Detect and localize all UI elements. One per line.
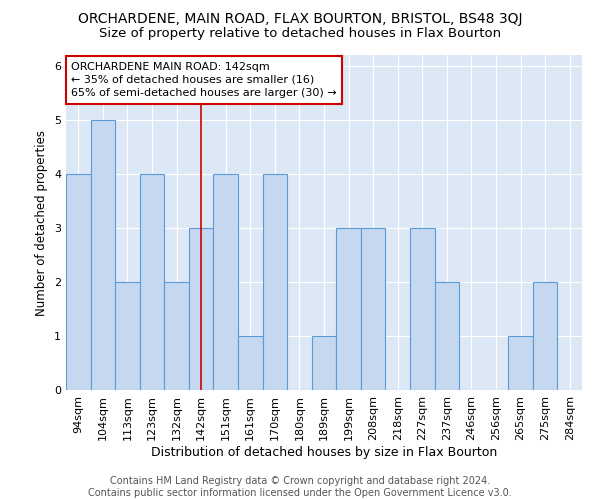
Y-axis label: Number of detached properties: Number of detached properties [35, 130, 49, 316]
Bar [214, 174, 238, 390]
Bar [434, 282, 459, 390]
Bar [115, 282, 140, 390]
Bar [336, 228, 361, 390]
Bar [263, 174, 287, 390]
Bar [410, 228, 434, 390]
X-axis label: Distribution of detached houses by size in Flax Bourton: Distribution of detached houses by size … [151, 446, 497, 458]
Text: Size of property relative to detached houses in Flax Bourton: Size of property relative to detached ho… [99, 28, 501, 40]
Bar [66, 174, 91, 390]
Bar [91, 120, 115, 390]
Bar [164, 282, 189, 390]
Bar [140, 174, 164, 390]
Bar [238, 336, 263, 390]
Text: Contains HM Land Registry data © Crown copyright and database right 2024.
Contai: Contains HM Land Registry data © Crown c… [88, 476, 512, 498]
Bar [189, 228, 214, 390]
Bar [312, 336, 336, 390]
Bar [508, 336, 533, 390]
Bar [533, 282, 557, 390]
Bar [361, 228, 385, 390]
Text: ORCHARDENE MAIN ROAD: 142sqm
← 35% of detached houses are smaller (16)
65% of se: ORCHARDENE MAIN ROAD: 142sqm ← 35% of de… [71, 62, 337, 98]
Text: ORCHARDENE, MAIN ROAD, FLAX BOURTON, BRISTOL, BS48 3QJ: ORCHARDENE, MAIN ROAD, FLAX BOURTON, BRI… [78, 12, 522, 26]
